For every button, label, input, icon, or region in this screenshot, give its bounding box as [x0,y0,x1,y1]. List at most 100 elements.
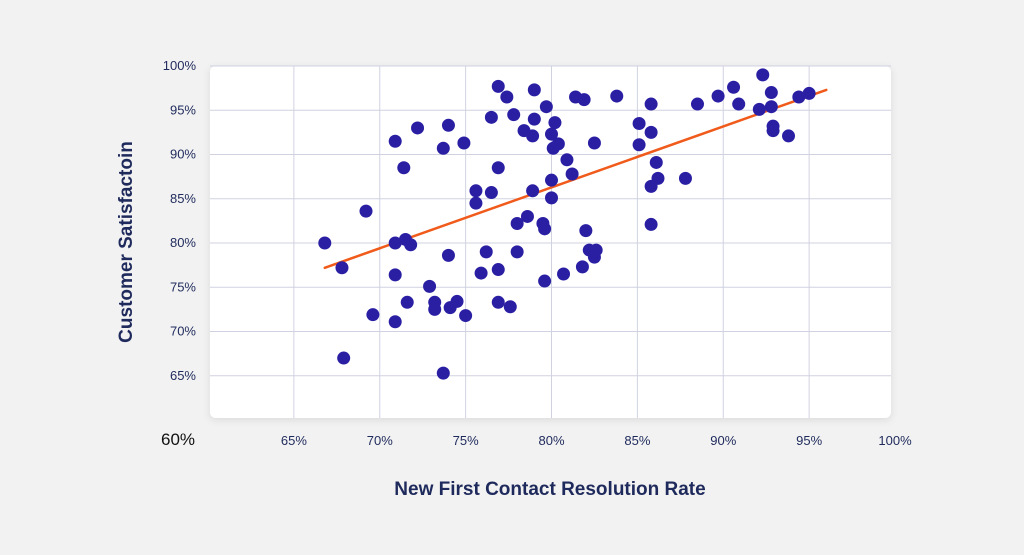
y-tick-label: 70% [170,324,196,339]
data-point [545,191,558,205]
data-point [337,351,351,365]
data-point [388,315,402,329]
data-point [428,295,442,309]
data-point [589,243,603,257]
data-point [507,108,521,122]
data-point [587,136,601,150]
data-point [782,129,796,143]
data-point [548,116,562,130]
data-point [457,136,471,150]
data-point [500,90,514,104]
data-point [632,138,646,152]
y-tick-label: 75% [170,279,196,294]
y-tick-label: 95% [170,102,196,117]
points-layer [318,68,816,380]
axis-origin-label: 60% [161,430,195,449]
y-tick-label: 85% [170,191,196,206]
data-point [469,196,483,210]
data-point [479,245,493,259]
data-point [491,263,505,277]
data-point [565,167,579,181]
data-point [732,97,746,111]
data-point [538,222,552,236]
data-point [802,86,816,100]
data-point [538,274,552,288]
data-point [526,129,540,143]
data-point [551,137,565,151]
x-tick-label: 70% [367,433,393,448]
x-tick-label: 75% [453,433,479,448]
data-point [510,245,524,259]
data-point [474,266,488,280]
data-point [441,118,455,132]
data-point [792,90,806,104]
y-tick-label: 80% [170,235,196,250]
x-tick-label: 85% [624,433,650,448]
data-point [436,141,450,155]
data-point [545,127,558,141]
data-point [318,236,332,250]
data-point [560,153,574,167]
data-point [579,224,593,238]
data-point [520,209,534,223]
data-point [510,217,524,231]
data-point [711,89,725,103]
x-axis-title: New First Contact Resolution Rate [394,479,705,500]
data-point [388,268,402,282]
data-point [388,134,402,148]
data-point [764,100,778,114]
data-point [644,217,658,231]
data-point [557,267,571,281]
x-tick-label: 95% [796,433,822,448]
x-tick-label: 90% [710,433,736,448]
y-axis-title: Customer Satisfactoin [116,141,137,343]
data-point [450,294,464,308]
data-point [441,248,455,262]
data-point [484,110,498,124]
data-point [539,100,553,114]
y-tick-label: 100% [163,58,197,73]
data-point [545,173,558,187]
data-point [527,83,541,97]
data-point [651,171,665,185]
x-tick-label: 80% [538,433,564,448]
data-point [766,119,780,133]
data-point [577,93,591,107]
data-point [436,366,450,380]
data-point [526,184,540,198]
data-point [644,97,658,111]
data-point [411,121,425,135]
data-point [575,260,589,274]
data-point [649,155,663,169]
data-point [459,309,473,323]
data-point [764,86,778,100]
data-point [359,204,373,218]
x-tick-label: 100% [878,433,912,448]
data-point [335,261,349,275]
x-axis-ticks: 65% 70% 75% 80% 85% 90% 95% 100% [281,433,912,448]
data-point [610,89,624,103]
data-point [491,295,505,309]
data-point [527,112,541,126]
data-point [678,171,692,185]
data-point [388,236,402,250]
data-point [727,80,741,94]
y-tick-label: 65% [170,368,196,383]
x-tick-label: 65% [281,433,307,448]
data-point [491,79,505,93]
data-point [752,102,766,116]
data-point [397,161,411,175]
data-point [400,295,414,309]
data-point [644,125,658,139]
data-point [423,279,437,293]
data-point [632,117,646,131]
y-axis-ticks: 65% 70% 75% 80% 85% 90% 95% 100% [163,58,197,383]
data-point [503,300,517,314]
data-point [404,238,418,252]
data-point [491,161,505,175]
data-point [366,308,380,322]
data-point [469,184,483,198]
data-point [756,68,770,82]
